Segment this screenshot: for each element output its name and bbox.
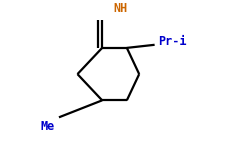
Text: NH: NH: [113, 2, 127, 16]
Text: Me: Me: [40, 120, 54, 133]
Text: Pr-i: Pr-i: [158, 35, 186, 48]
